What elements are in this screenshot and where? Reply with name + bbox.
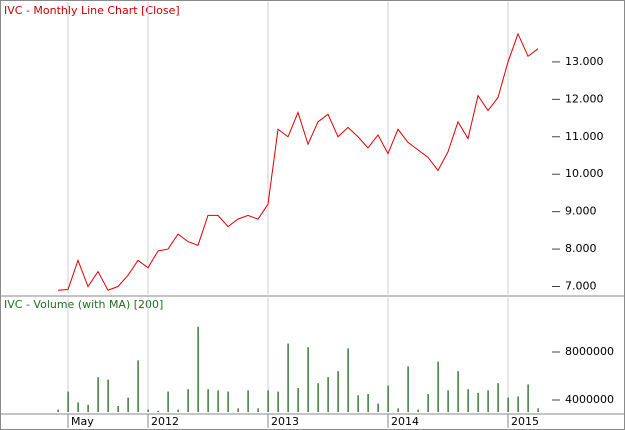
volume-bar [147, 409, 149, 412]
volume-bar [307, 347, 309, 412]
volume-bar [377, 403, 379, 412]
volume-bar [137, 360, 139, 412]
y-tick-label: 8.000 [565, 242, 597, 255]
volume-bar [447, 390, 449, 412]
volume-bar [197, 326, 199, 412]
price-title: IVC - Monthly Line Chart [Close] [4, 4, 180, 17]
volume-bar [67, 391, 69, 412]
volume-bar [407, 366, 409, 412]
volume-bar [297, 388, 299, 412]
volume-title: IVC - Volume (with MA) [200] [4, 298, 163, 311]
volume-bar [367, 394, 369, 412]
volume-bar [457, 371, 459, 412]
volume-bar [187, 389, 189, 412]
volume-bar [327, 377, 329, 412]
volume-bar [427, 394, 429, 412]
volume-bar [277, 391, 279, 412]
x-tick-label: May [71, 415, 94, 428]
x-tick-label: 2015 [511, 415, 539, 428]
volume-bar [507, 397, 509, 412]
volume-bar [207, 389, 209, 412]
y-tick-label: 12.000 [565, 92, 604, 105]
volume-bar [417, 409, 419, 412]
volume-bar [477, 392, 479, 412]
volume-bar [97, 377, 99, 412]
volume-bar [177, 409, 179, 412]
volume-bar [247, 390, 249, 412]
volume-bar [57, 409, 59, 412]
volume-bar [127, 397, 129, 412]
volume-bar [87, 404, 89, 412]
y-tick-label: 4000000 [565, 393, 614, 406]
y-tick-label: 7.000 [565, 280, 597, 293]
volume-bar [227, 391, 229, 412]
volume-bar [107, 379, 109, 412]
volume-bar [397, 408, 399, 412]
price-line [57, 32, 539, 291]
volume-bar [237, 408, 239, 412]
x-tick-label: 2014 [391, 415, 419, 428]
volume-bar [317, 383, 319, 412]
x-tick-label: 2013 [271, 415, 299, 428]
volume-bar [487, 390, 489, 412]
y-tick-label: 8000000 [565, 345, 614, 358]
volume-bar [217, 390, 219, 412]
volume-bar [157, 410, 159, 412]
volume-bar [77, 402, 79, 412]
volume-bar [527, 384, 529, 412]
volume-bar [117, 406, 119, 412]
volume-bar [347, 348, 349, 412]
volume-bar [467, 389, 469, 412]
volume-bar [287, 343, 289, 412]
volume-bar [497, 383, 499, 412]
y-tick-label: 10.000 [565, 167, 604, 180]
volume-bar [337, 371, 339, 412]
volume-bar [167, 391, 169, 412]
x-tick-label: 2012 [151, 415, 179, 428]
y-tick-label: 11.000 [565, 130, 604, 143]
volume-bar [267, 390, 269, 412]
volume-bar [387, 385, 389, 412]
volume-bar [437, 361, 439, 412]
volume-bar [357, 395, 359, 412]
y-tick-label: 13.000 [565, 55, 604, 68]
y-tick-label: 9.000 [565, 205, 597, 218]
volume-bar [257, 408, 259, 412]
volume-bar [537, 408, 539, 412]
volume-bar [517, 396, 519, 412]
